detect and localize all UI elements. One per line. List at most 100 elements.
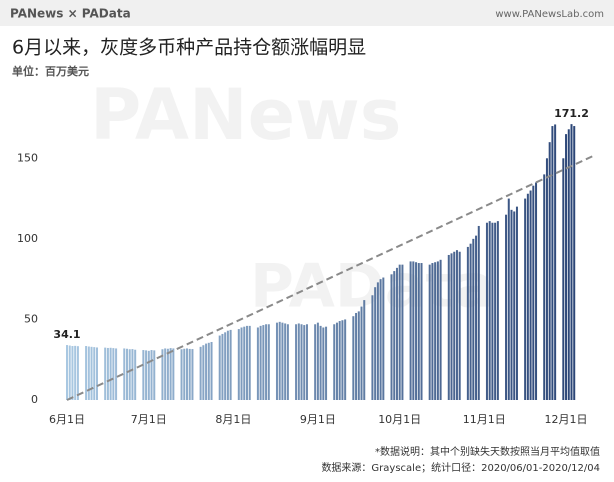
bar <box>278 321 281 400</box>
bar <box>183 348 186 400</box>
bar <box>543 174 546 400</box>
bar <box>262 325 265 400</box>
bar <box>341 320 344 400</box>
bar <box>393 271 396 400</box>
bar <box>357 311 360 400</box>
bar <box>554 124 557 401</box>
bar <box>488 221 491 400</box>
trend-line <box>66 154 595 401</box>
bar <box>115 348 118 400</box>
bar <box>199 346 202 400</box>
bar <box>106 347 109 400</box>
bar <box>412 261 415 400</box>
bar <box>281 322 284 400</box>
bar <box>510 209 513 400</box>
bar <box>548 142 551 400</box>
chart-subtitle: 单位：百万美元 <box>12 64 89 78</box>
x-tick-label: 9月1日 <box>300 413 336 426</box>
website: www.PANewsLab.com <box>495 9 604 20</box>
bar <box>123 348 126 400</box>
bar <box>169 348 172 400</box>
bar <box>303 325 306 400</box>
bar <box>237 329 240 400</box>
x-tick-label: 10月1日 <box>378 413 421 426</box>
bar <box>314 324 317 400</box>
bar <box>450 253 453 400</box>
bar <box>469 243 472 400</box>
bar <box>71 346 74 400</box>
bar <box>210 341 213 400</box>
bar <box>532 185 535 400</box>
data-label: 34.1 <box>53 328 80 341</box>
bar <box>344 319 347 400</box>
bar <box>134 349 137 400</box>
x-tick-label: 11月1日 <box>463 413 506 426</box>
bar <box>104 347 107 400</box>
bar <box>513 211 516 400</box>
bar <box>202 345 205 400</box>
bar <box>125 348 128 400</box>
bar <box>74 345 77 400</box>
bar <box>333 324 336 400</box>
bar <box>259 325 262 400</box>
bar <box>573 126 576 401</box>
bar <box>316 322 319 400</box>
bar <box>319 325 322 400</box>
bar <box>379 279 382 400</box>
bar <box>374 287 377 400</box>
bar <box>256 327 259 400</box>
bar <box>161 349 164 400</box>
bar <box>87 346 90 400</box>
bar <box>409 261 412 400</box>
bar <box>417 263 420 400</box>
bar <box>439 259 442 400</box>
bar <box>458 251 461 400</box>
bar <box>545 158 548 400</box>
bar <box>475 235 478 400</box>
bar <box>191 349 194 400</box>
bar <box>286 324 289 400</box>
bar <box>382 277 385 400</box>
bar <box>248 325 251 400</box>
bar <box>507 198 510 400</box>
x-tick-label: 7月1日 <box>131 413 167 426</box>
bar <box>112 348 115 400</box>
bar <box>207 342 210 400</box>
bar <box>371 295 374 400</box>
bar <box>420 263 423 400</box>
bar <box>188 348 191 400</box>
bar <box>434 262 437 400</box>
bar <box>491 222 494 400</box>
bar <box>284 323 287 400</box>
bar <box>150 350 153 400</box>
bar <box>567 129 570 400</box>
bar <box>109 347 112 400</box>
bar <box>472 238 475 400</box>
bar <box>535 182 538 400</box>
x-tick-label: 6月1日 <box>49 413 85 426</box>
header-bar <box>0 0 614 26</box>
bar <box>295 324 298 400</box>
bar <box>401 264 404 400</box>
bar <box>297 323 300 400</box>
bar <box>90 346 93 400</box>
bar <box>395 267 398 400</box>
bar <box>226 330 229 400</box>
bar <box>524 198 527 400</box>
bar <box>265 324 268 400</box>
bar <box>570 124 573 401</box>
bar <box>390 274 393 400</box>
data-label: 171.2 <box>554 107 589 120</box>
bar <box>229 329 232 400</box>
bar <box>240 327 243 400</box>
bar <box>66 345 68 400</box>
bar <box>305 324 308 400</box>
bar <box>128 349 131 400</box>
bar <box>551 126 554 401</box>
bar <box>431 263 434 400</box>
bar <box>363 300 366 400</box>
bar <box>221 333 224 400</box>
bar <box>68 345 71 400</box>
bar <box>325 326 328 400</box>
bar <box>275 322 278 400</box>
